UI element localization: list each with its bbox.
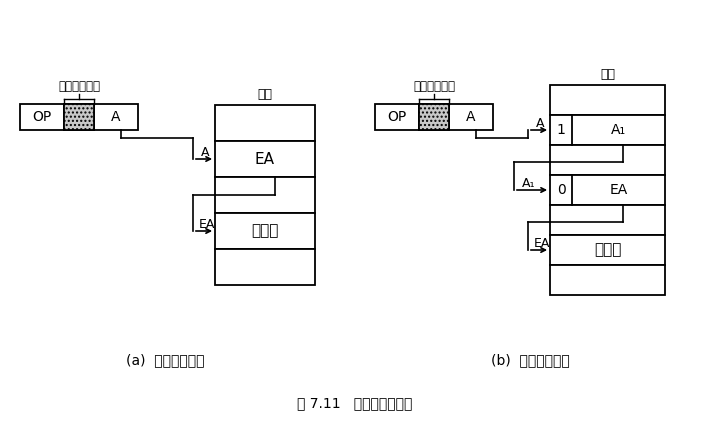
Bar bbox=[94, 104, 138, 130]
Bar bbox=[64, 104, 94, 130]
Text: 主存: 主存 bbox=[600, 68, 615, 80]
Bar bbox=[215, 105, 315, 141]
Text: OP: OP bbox=[33, 110, 52, 124]
Bar bbox=[64, 104, 94, 130]
Bar bbox=[550, 175, 665, 205]
Text: 0: 0 bbox=[557, 183, 565, 197]
Bar bbox=[550, 145, 665, 175]
Text: 间接寻址特征: 间接寻址特征 bbox=[413, 79, 455, 93]
Text: 1: 1 bbox=[557, 123, 565, 137]
Text: (a)  一次间接寻址: (a) 一次间接寻址 bbox=[126, 353, 204, 367]
Bar bbox=[215, 141, 315, 177]
Text: 图 7.11   间接寻址示意图: 图 7.11 间接寻址示意图 bbox=[297, 396, 412, 410]
Bar bbox=[550, 265, 665, 295]
Text: A: A bbox=[201, 145, 209, 159]
Bar bbox=[550, 205, 665, 235]
Bar bbox=[215, 177, 315, 213]
Text: A: A bbox=[536, 116, 544, 130]
Bar bbox=[419, 104, 449, 130]
Text: 操作数: 操作数 bbox=[251, 224, 279, 238]
Bar bbox=[375, 104, 419, 130]
Text: EA: EA bbox=[255, 151, 275, 167]
Text: EA: EA bbox=[199, 218, 215, 230]
Bar bbox=[215, 249, 315, 285]
Bar bbox=[419, 104, 449, 130]
Bar bbox=[449, 104, 493, 130]
Text: OP: OP bbox=[387, 110, 407, 124]
Bar bbox=[20, 104, 64, 130]
Text: (b)  两次间接寻址: (b) 两次间接寻址 bbox=[491, 353, 570, 367]
Text: A₁: A₁ bbox=[611, 123, 626, 137]
Text: 操作数: 操作数 bbox=[594, 243, 621, 258]
Text: A₁: A₁ bbox=[523, 176, 536, 190]
Bar bbox=[215, 213, 315, 249]
Text: 主存: 主存 bbox=[257, 88, 272, 100]
Text: 间接寻址特征: 间接寻址特征 bbox=[58, 79, 100, 93]
Text: A: A bbox=[466, 110, 476, 124]
Text: EA: EA bbox=[534, 236, 550, 249]
Text: A: A bbox=[111, 110, 121, 124]
Text: EA: EA bbox=[609, 183, 628, 197]
Bar bbox=[550, 115, 665, 145]
Bar bbox=[550, 235, 665, 265]
Bar bbox=[550, 85, 665, 115]
